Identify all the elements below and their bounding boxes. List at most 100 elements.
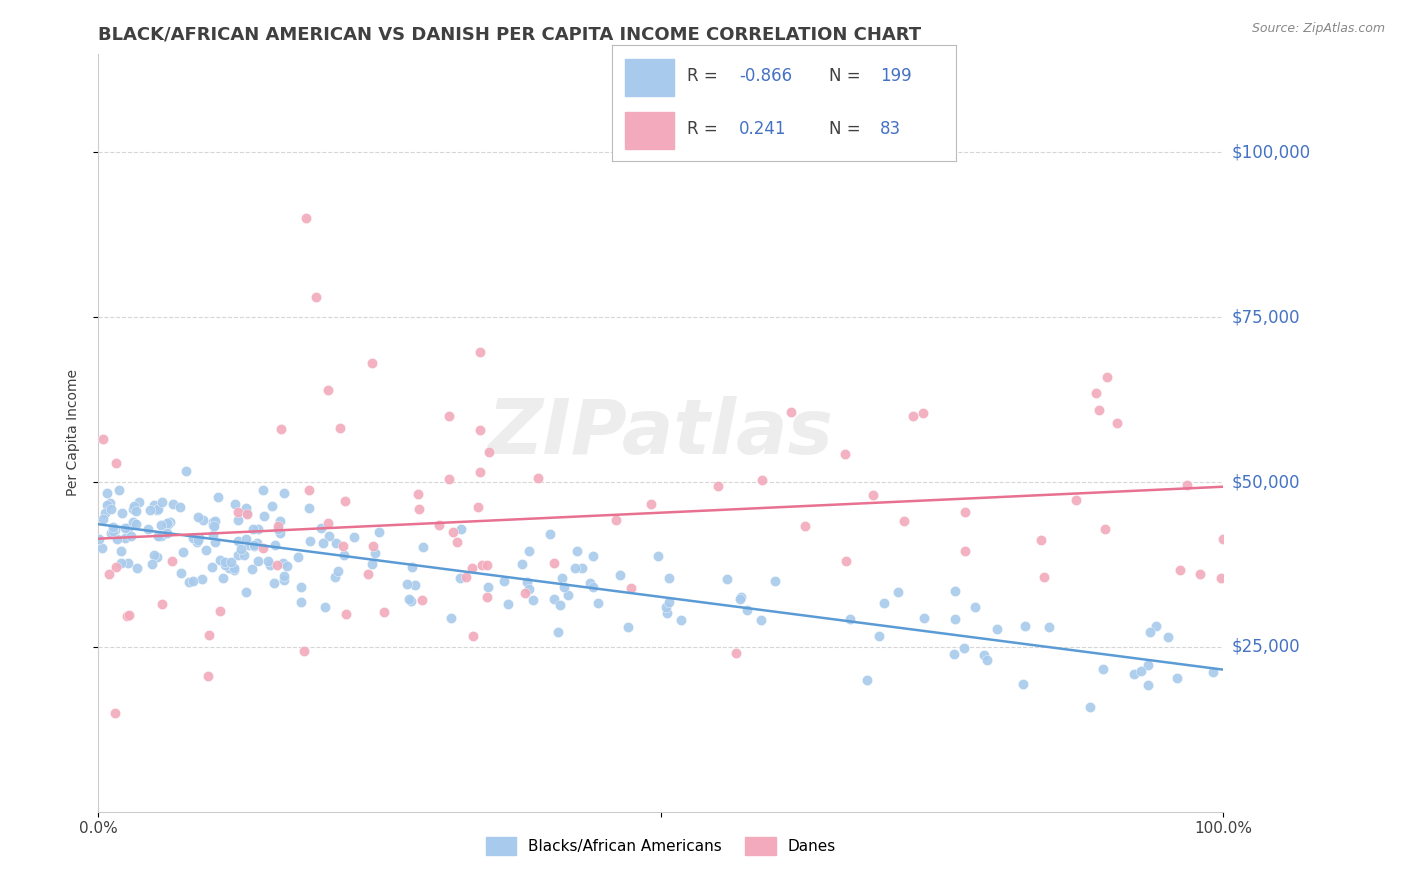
Point <box>470 423 492 437</box>
Point <box>986 622 1008 636</box>
Point <box>1168 562 1191 576</box>
Point <box>361 356 384 370</box>
Point <box>475 558 498 573</box>
Point <box>475 590 498 604</box>
Point <box>640 497 662 511</box>
Point <box>114 531 136 545</box>
Point <box>149 518 172 533</box>
Point <box>187 531 209 545</box>
Point <box>105 532 128 546</box>
Point <box>266 558 288 572</box>
Point <box>547 625 569 640</box>
Point <box>325 535 347 549</box>
Point <box>101 520 124 534</box>
Bar <box>626 112 673 149</box>
Point <box>235 501 257 516</box>
Point <box>963 600 986 615</box>
Point <box>305 290 328 304</box>
Point <box>669 613 692 627</box>
Point <box>1011 676 1033 690</box>
Point <box>517 543 540 558</box>
Point <box>793 519 815 533</box>
Point <box>357 566 380 581</box>
Point <box>1038 620 1060 634</box>
Point <box>538 526 561 541</box>
Point <box>191 513 214 527</box>
Point <box>219 555 242 569</box>
Point <box>751 473 773 487</box>
Point <box>564 561 586 575</box>
Point <box>157 516 180 531</box>
Point <box>953 544 976 558</box>
Point <box>118 607 141 622</box>
Point <box>222 561 245 575</box>
Point <box>912 611 935 625</box>
Point <box>314 600 336 615</box>
Point <box>1122 666 1144 681</box>
Point <box>548 598 571 612</box>
Point <box>441 524 464 539</box>
Point <box>89 532 111 546</box>
Point <box>226 548 249 562</box>
Point <box>228 533 250 548</box>
Point <box>605 513 627 527</box>
Point <box>156 525 179 540</box>
Point <box>246 536 269 550</box>
Point <box>1031 533 1053 547</box>
Point <box>156 516 179 531</box>
Point <box>257 554 280 568</box>
Point <box>437 409 460 424</box>
Point <box>763 574 786 589</box>
Point <box>361 539 384 553</box>
Point <box>1188 566 1211 581</box>
Point <box>318 383 340 397</box>
Point <box>117 521 139 535</box>
Point <box>834 553 856 567</box>
Point <box>943 647 966 661</box>
Point <box>276 558 298 573</box>
Point <box>235 506 257 520</box>
Point <box>198 628 221 642</box>
Point <box>316 516 339 531</box>
Point <box>318 529 340 543</box>
Point <box>207 491 229 505</box>
Point <box>730 590 752 604</box>
Point <box>202 519 225 533</box>
Point <box>149 529 172 543</box>
Text: N =: N = <box>828 120 870 138</box>
Point <box>411 592 433 607</box>
Point <box>901 409 924 423</box>
Point <box>209 604 232 618</box>
Point <box>172 545 194 559</box>
Point <box>162 498 184 512</box>
Point <box>273 486 295 500</box>
Point <box>343 530 366 544</box>
Text: 0.241: 0.241 <box>740 120 786 138</box>
Point <box>477 580 499 594</box>
Point <box>517 582 540 596</box>
Point <box>368 525 391 540</box>
Point <box>91 432 114 446</box>
Point <box>1032 570 1054 584</box>
Point <box>267 522 290 536</box>
Point <box>209 552 232 566</box>
Point <box>231 542 253 557</box>
Point <box>290 580 312 594</box>
Point <box>401 560 423 574</box>
Point <box>91 512 114 526</box>
Y-axis label: Per Capita Income: Per Capita Income <box>66 369 80 496</box>
Point <box>222 563 245 577</box>
Point <box>186 534 208 549</box>
Point <box>911 406 934 420</box>
Point <box>326 564 349 578</box>
Point <box>862 488 884 502</box>
Point <box>553 580 575 594</box>
Point <box>262 500 284 514</box>
Point <box>218 561 240 575</box>
Point <box>94 506 117 520</box>
Point <box>543 556 565 570</box>
Point <box>214 555 236 569</box>
Point <box>468 465 491 479</box>
Point <box>707 478 730 492</box>
Point <box>120 529 142 543</box>
